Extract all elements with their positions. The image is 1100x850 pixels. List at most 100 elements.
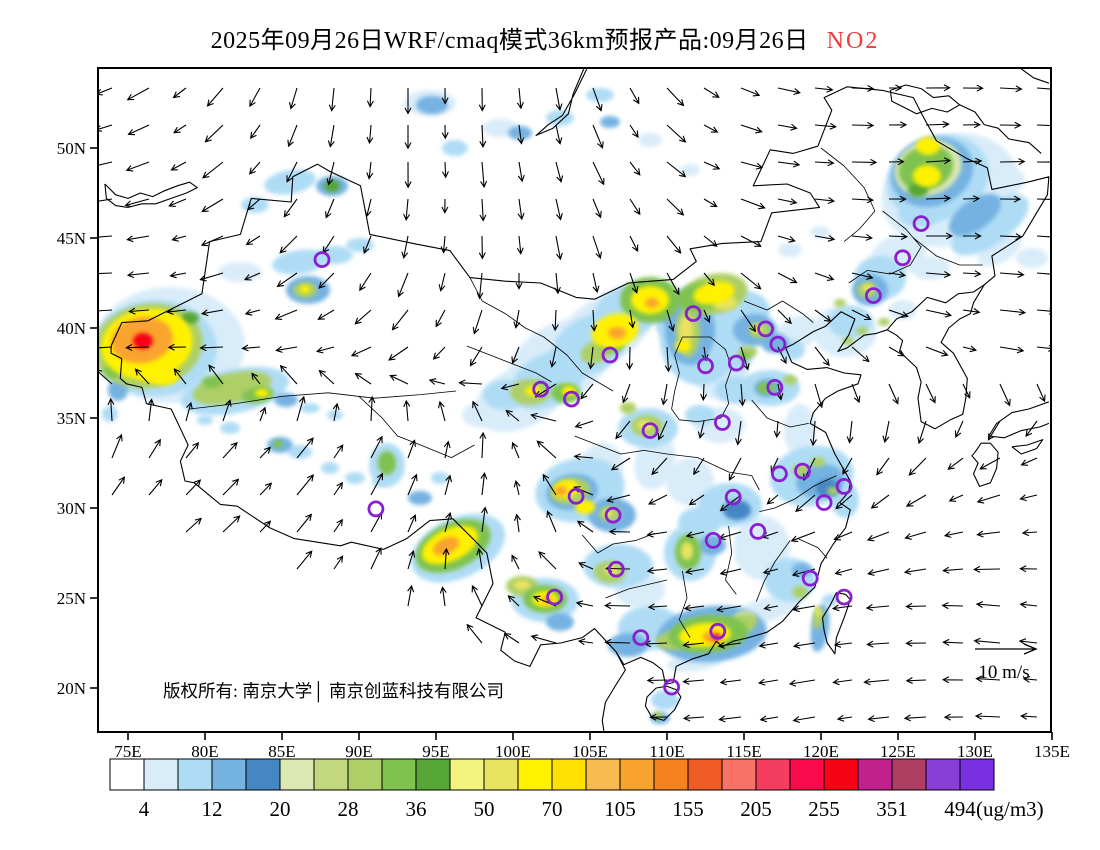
border-line bbox=[189, 390, 457, 410]
wind-arrow bbox=[626, 346, 634, 371]
coastline bbox=[601, 651, 626, 732]
city-marker bbox=[714, 414, 731, 431]
wind-arrow bbox=[315, 346, 335, 354]
wind-arrow bbox=[814, 309, 832, 322]
wind-arrow bbox=[717, 641, 742, 649]
wind-arrow bbox=[472, 309, 483, 335]
wind-arrow bbox=[647, 603, 668, 611]
page-title: 2025年09月26日WRF/cmaq模式36km预报产品:09月26日 NO2 bbox=[0, 20, 1090, 55]
wind-arrow bbox=[476, 272, 484, 300]
colorbar-tick-label: 50 bbox=[474, 797, 495, 821]
colorbar-cell bbox=[823, 758, 859, 791]
wind-arrow bbox=[925, 157, 952, 165]
colorbar-cell bbox=[925, 758, 961, 791]
city-markers bbox=[313, 215, 930, 696]
wind-arrow bbox=[683, 604, 705, 612]
wind-arrow bbox=[555, 235, 563, 261]
wind-arrow bbox=[925, 383, 936, 404]
coastline bbox=[1011, 439, 1044, 455]
wind-arrow bbox=[926, 232, 953, 240]
wind-arrow bbox=[444, 474, 453, 496]
wind-arrow bbox=[762, 567, 779, 575]
colorbar-cell bbox=[109, 758, 145, 791]
city-marker bbox=[757, 320, 774, 338]
city-marker bbox=[704, 532, 722, 549]
wind-arrow bbox=[814, 197, 836, 205]
city-marker bbox=[749, 523, 767, 540]
city-marker bbox=[367, 500, 385, 518]
wind-arrow bbox=[507, 595, 520, 607]
wind-arrow bbox=[244, 308, 261, 316]
x-tick-label: 105E bbox=[572, 742, 608, 761]
wind-arrow bbox=[590, 309, 598, 332]
wind-arrow bbox=[629, 272, 639, 294]
wind-arrow bbox=[592, 235, 602, 260]
wind-arrow bbox=[441, 161, 449, 179]
wind-arrow bbox=[987, 420, 1001, 441]
wind-arrow bbox=[703, 87, 720, 98]
wind-arrow bbox=[407, 439, 416, 459]
y-tick-label: 30N bbox=[57, 499, 86, 518]
colorbar-cell bbox=[279, 758, 315, 791]
wind-arrow bbox=[98, 233, 113, 241]
no2-contour-blob bbox=[916, 137, 940, 155]
wind-arrow bbox=[666, 161, 687, 178]
colorbar-cell bbox=[449, 758, 485, 791]
border-line bbox=[725, 525, 737, 595]
wind-arrow bbox=[404, 88, 412, 115]
wind-arrow bbox=[166, 308, 187, 315]
x-tick-label: 115E bbox=[726, 742, 761, 761]
wind-arrow bbox=[962, 308, 981, 316]
wind-arrow bbox=[903, 567, 927, 575]
wind-arrow bbox=[275, 346, 298, 353]
wind-arrow bbox=[200, 309, 224, 317]
wind-arrow bbox=[200, 235, 224, 247]
no2-contour-blob bbox=[273, 440, 283, 448]
wind-arrow bbox=[333, 444, 344, 459]
wind-arrow bbox=[222, 478, 240, 496]
wind-arrow bbox=[660, 383, 668, 406]
copyright-text: 版权所有: 南京大学│ 南京创蓝科技有限公司 bbox=[163, 681, 504, 703]
wind-arrow bbox=[700, 383, 708, 402]
wind-arrow bbox=[703, 161, 721, 170]
wind-arrow bbox=[882, 420, 890, 444]
wind-arrow bbox=[370, 472, 384, 496]
wind-arrow bbox=[925, 346, 949, 357]
wind-arrow bbox=[249, 87, 261, 108]
wind-arrow bbox=[575, 600, 594, 608]
wind-arrow bbox=[170, 161, 187, 171]
wind-arrow bbox=[943, 531, 964, 538]
wind-arrow bbox=[368, 395, 376, 422]
wind-arrow bbox=[243, 272, 261, 281]
no2-contour-blob bbox=[757, 382, 775, 394]
wind-arrow bbox=[866, 531, 890, 542]
wind-arrow bbox=[728, 457, 742, 481]
colorbar-tick-label: 36 bbox=[406, 797, 427, 821]
wind-arrow bbox=[685, 531, 705, 539]
wind-arrow bbox=[511, 441, 520, 459]
wind-arrow bbox=[925, 120, 950, 128]
wind-arrow bbox=[703, 272, 715, 287]
no2-contour-blob bbox=[822, 594, 838, 606]
no2-contour-blob bbox=[948, 193, 1002, 237]
no2-contour-blob bbox=[645, 298, 659, 308]
wind-arrow bbox=[366, 87, 374, 108]
city-marker bbox=[724, 488, 742, 506]
wind-arrow bbox=[435, 309, 446, 328]
coastline bbox=[821, 592, 851, 655]
wind-arrow bbox=[128, 307, 150, 315]
wind-arrow bbox=[283, 198, 298, 218]
wind-arrow bbox=[610, 457, 631, 471]
wind-arrow bbox=[536, 440, 557, 459]
city-marker bbox=[684, 305, 702, 323]
border-line bbox=[755, 540, 791, 602]
wind-arrow bbox=[999, 158, 1026, 166]
wind-arrow bbox=[851, 272, 874, 280]
wind-arrow bbox=[245, 235, 261, 246]
colorbar-cell bbox=[245, 758, 281, 791]
coastline bbox=[104, 181, 198, 208]
wind-arrow bbox=[350, 346, 372, 357]
no2-contour-blob bbox=[834, 299, 846, 307]
wind-arrow bbox=[851, 158, 878, 166]
no2-contour-blob bbox=[220, 422, 240, 434]
